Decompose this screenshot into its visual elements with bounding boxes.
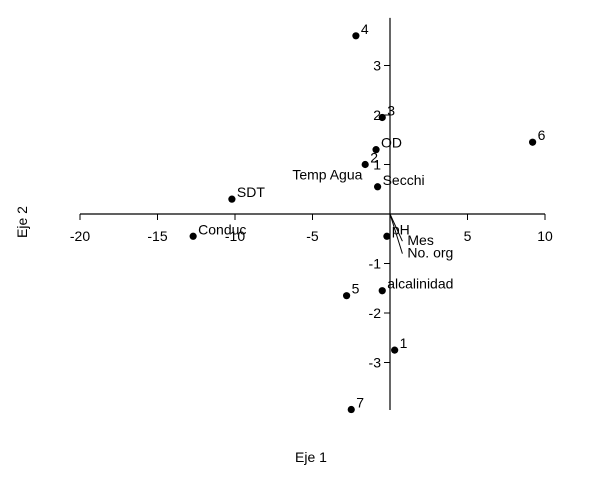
y-tick-label: -2	[369, 305, 382, 321]
data-point	[374, 183, 382, 191]
data-point	[352, 32, 360, 40]
y-tick-label: 3	[373, 58, 381, 74]
point-label: Conduc	[198, 221, 246, 237]
point-label: 2	[370, 150, 378, 166]
annotation-label: Temp Agua	[292, 166, 362, 182]
point-label: OD	[381, 135, 402, 151]
y-tick-label: -1	[369, 256, 382, 272]
point-label: 5	[352, 281, 360, 297]
x-tick-label: -5	[306, 228, 319, 244]
y-axis-title: Eje 2	[14, 206, 30, 238]
data-point	[372, 146, 380, 154]
vector-label: Mes	[407, 232, 433, 248]
data-point	[343, 292, 351, 300]
point-label: 4	[361, 21, 369, 37]
y-tick-label: 2	[373, 107, 381, 123]
x-tick-label: -15	[147, 228, 167, 244]
y-tick-label: 1	[373, 157, 381, 173]
point-label: 7	[356, 395, 364, 411]
x-tick-label: 5	[464, 228, 472, 244]
point-label: 1	[400, 335, 408, 351]
x-tick-label: -10	[225, 228, 245, 244]
x-axis-title: Eje 1	[295, 449, 327, 465]
x-tick-label: 10	[537, 228, 553, 244]
y-tick-label: -3	[369, 355, 382, 371]
data-point	[529, 138, 537, 146]
data-point	[189, 232, 197, 240]
point-label: Secchi	[383, 172, 425, 188]
point-label: SDT	[237, 184, 265, 200]
point-label: alcalinidad	[387, 276, 453, 292]
vectors	[389, 213, 403, 254]
data-point	[347, 405, 355, 414]
data-point	[383, 232, 391, 240]
vector-label: No. org	[407, 245, 453, 261]
x-tick-label: -20	[70, 228, 90, 244]
point-label: 6	[538, 127, 546, 143]
data-point	[378, 113, 386, 122]
axes	[80, 17, 545, 410]
point-label: 3	[387, 102, 395, 118]
data-point	[228, 195, 236, 203]
data-points	[189, 32, 537, 414]
data-point	[378, 287, 386, 295]
point-label: pH	[392, 221, 410, 237]
vector-line	[389, 213, 403, 242]
data-point	[391, 346, 399, 354]
vector-line	[389, 213, 403, 254]
data-point	[361, 160, 369, 169]
